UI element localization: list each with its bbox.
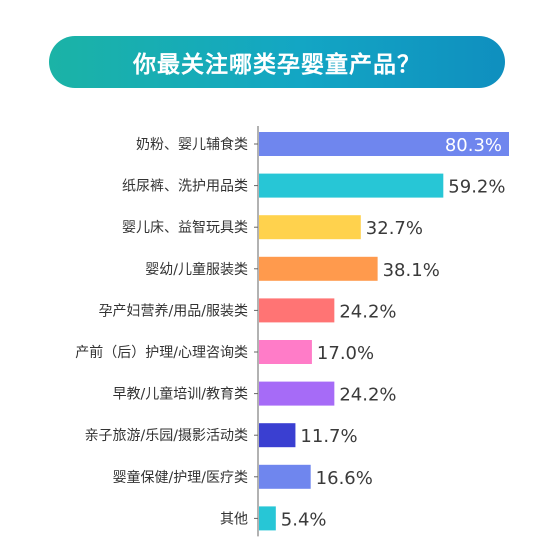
bar	[259, 173, 444, 198]
category-label: 婴儿床、益智玩具类	[122, 220, 248, 236]
category-label: 纸尿裤、洗护用品类	[122, 179, 248, 195]
category-label: 婴幼/儿童服装类	[145, 261, 248, 278]
chart-title: 你最关注哪类孕婴童产品？	[133, 52, 421, 78]
value-label: 24.2%	[339, 385, 396, 406]
bar	[259, 340, 312, 364]
category-label: 奶粉、婴儿辅食类	[136, 136, 248, 153]
category-label: 婴童保健/护理/医疗类	[113, 469, 248, 486]
bar	[259, 215, 361, 240]
bar	[259, 506, 276, 531]
chart-title-banner: 你最关注哪类孕婴童产品？	[49, 36, 505, 88]
value-label: 59.2%	[448, 177, 505, 198]
bar	[259, 423, 296, 448]
value-label: 80.3%	[445, 135, 502, 156]
bar	[259, 381, 335, 406]
bar	[259, 464, 311, 489]
value-label: 24.2%	[339, 301, 396, 322]
value-label: 5.4%	[281, 509, 327, 530]
category-label: 早教/儿童培训/教育类	[113, 386, 248, 403]
bar	[259, 132, 509, 156]
category-label: 亲子旅游/乐园/摄影活动类	[85, 428, 248, 444]
value-label: 16.6%	[316, 468, 373, 489]
category-label: 产前（后）护理/心理咨询类	[75, 344, 248, 361]
category-label: 孕产妇营养/用品/服装类	[99, 302, 248, 319]
value-label: 32.7%	[366, 218, 423, 239]
value-label: 11.7%	[300, 426, 357, 447]
value-label: 38.1%	[383, 260, 440, 281]
bar	[259, 256, 378, 281]
category-label: 其他	[220, 511, 248, 527]
bar	[259, 298, 335, 323]
value-label: 17.0%	[317, 343, 374, 364]
